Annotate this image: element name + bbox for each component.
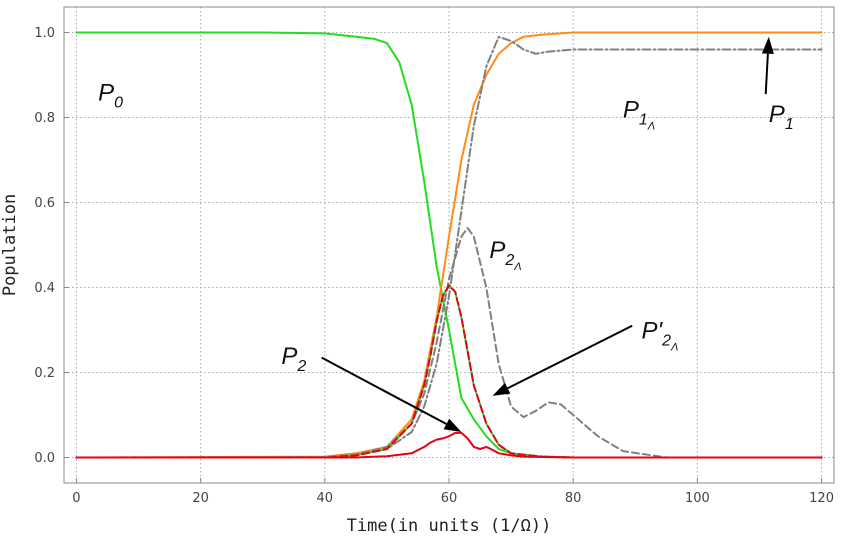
- y-tick-label: 0.4: [34, 281, 55, 296]
- y-tick-label: 1.0: [34, 26, 55, 41]
- arrows-group: [321, 36, 774, 432]
- arrow-p2prime-head: [492, 382, 511, 396]
- label-p2: P2: [281, 343, 306, 375]
- label-p1: P1: [769, 101, 794, 133]
- label-p2lambda: P2Λ: [489, 237, 521, 273]
- series-line-5: [75, 284, 823, 459]
- series-line-6: [75, 431, 823, 459]
- arrow-p1-head: [761, 36, 774, 55]
- y-axis-label: Population: [0, 194, 20, 296]
- arrow-p2-head: [443, 418, 462, 432]
- arrow-p2-shaft: [321, 356, 447, 425]
- x-tick-label: 0: [72, 491, 80, 506]
- series-line-1: [75, 31, 823, 459]
- label-p2primelambda: P'2Λ: [642, 318, 679, 354]
- x-tick-label: 20: [192, 491, 209, 506]
- x-tick-label: 100: [685, 491, 710, 506]
- axis-ticks: 0 20 40 60 80 100 120 0.0 0.2 0.4 0.6 0.8 1.0: [34, 26, 834, 506]
- y-tick-label: 0.8: [34, 111, 55, 126]
- y-tick-label: 0.2: [34, 366, 55, 381]
- annotations-group: P0 P1 P1Λ P2Λ P'2Λ P2: [98, 80, 794, 376]
- x-tick-label: 60: [441, 491, 458, 506]
- x-tick-label: 40: [317, 491, 334, 506]
- y-tick-label: 0.0: [34, 451, 55, 466]
- x-tick-label: 120: [809, 491, 834, 506]
- label-p0: P0: [98, 80, 123, 112]
- x-axis-label: Time(in units (1/Ω)): [347, 516, 552, 536]
- y-tick-label: 0.6: [34, 196, 55, 211]
- label-p1lambda: P1Λ: [623, 97, 655, 133]
- series-group: [75, 31, 823, 459]
- arrow-p1-shaft: [764, 53, 769, 95]
- grid-lines: [64, 7, 834, 483]
- arrow-p2prime-shaft: [507, 324, 633, 390]
- x-tick-label: 80: [565, 491, 582, 506]
